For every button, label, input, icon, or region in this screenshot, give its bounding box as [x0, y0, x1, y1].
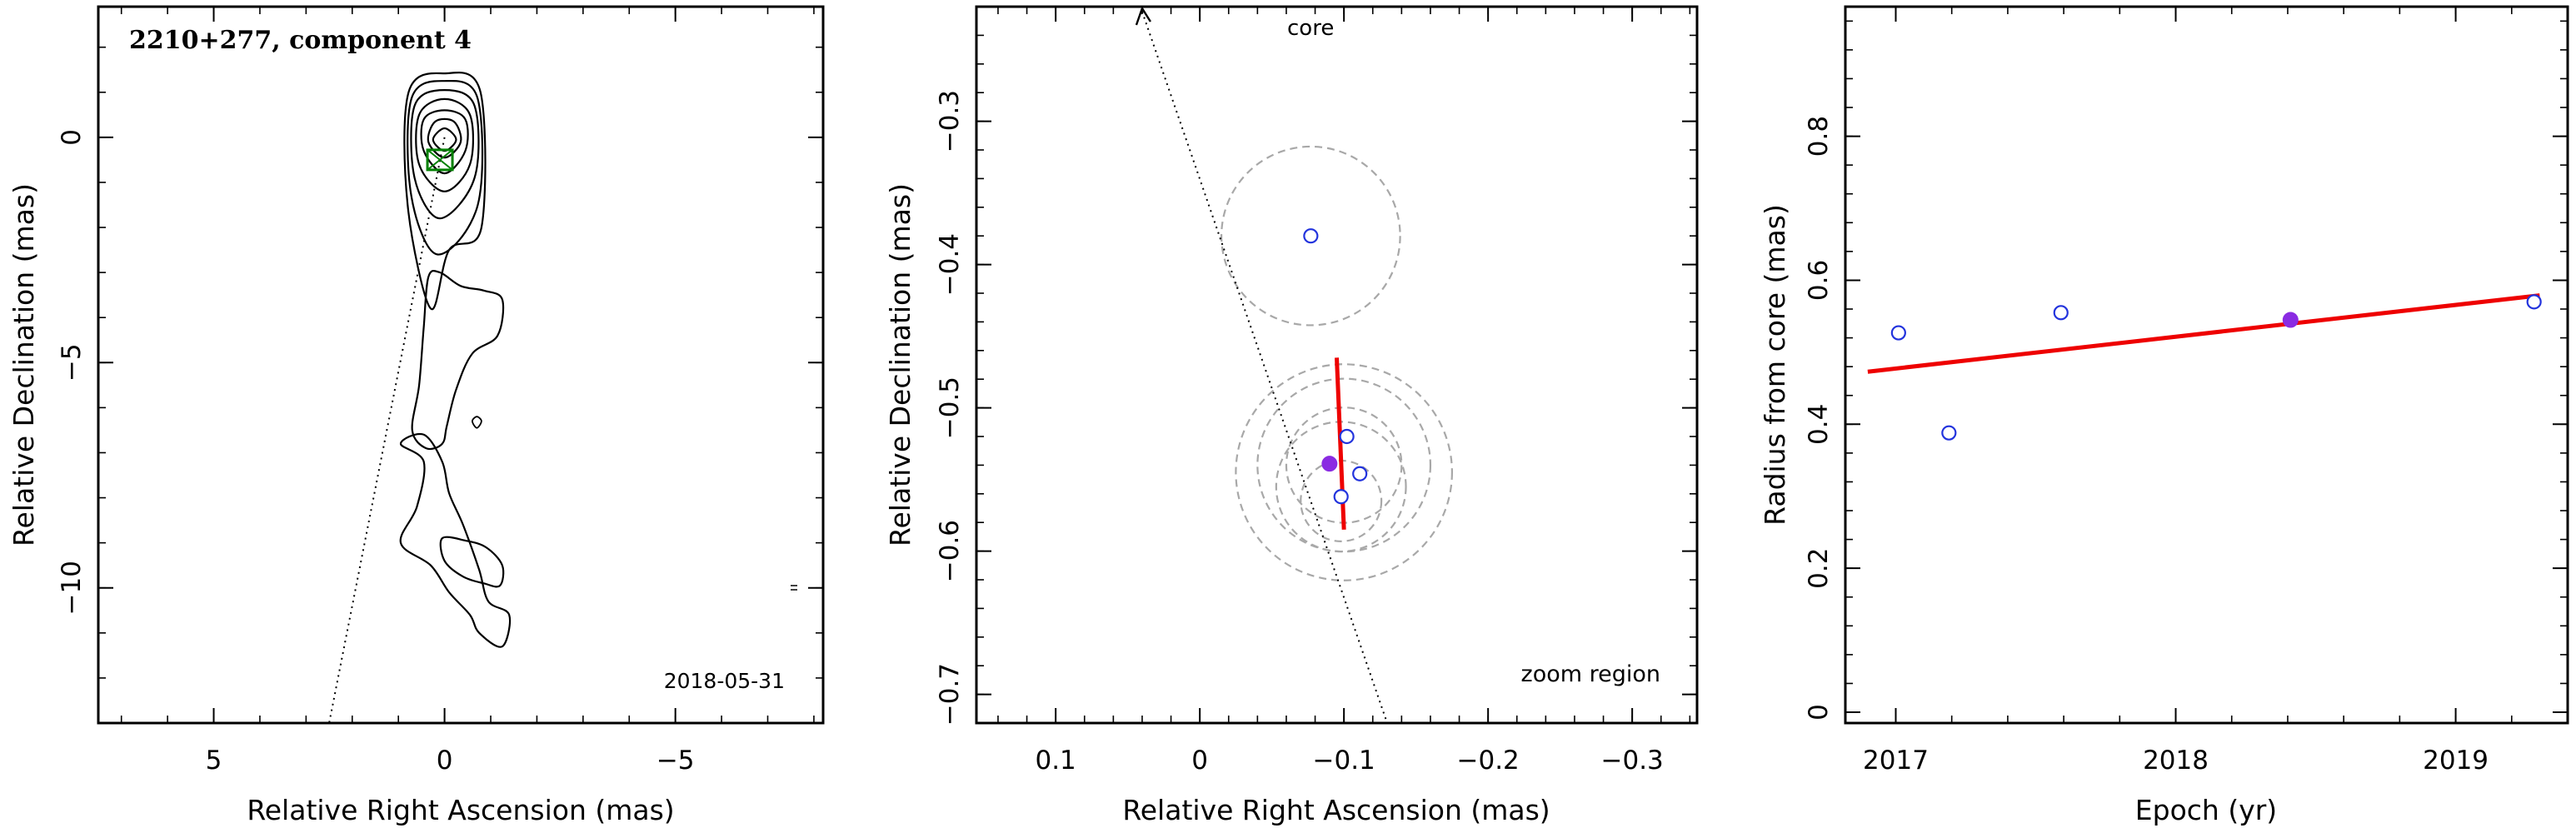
y-tick-label: 0: [57, 129, 87, 146]
radius-point: [1890, 325, 1906, 341]
y-tick-label: −0.6: [935, 520, 965, 582]
x-tick-label: 2018: [2143, 746, 2209, 776]
fit-line: [1867, 293, 2540, 374]
x-tick-label: −0.2: [1457, 746, 1520, 776]
panel1-y-axis-label: Relative Declination (mas): [7, 183, 40, 546]
y-tick-label: 0.2: [1804, 548, 1834, 589]
current-epoch-point: [2282, 312, 2299, 328]
y-tick-label: −0.7: [935, 663, 965, 726]
observation-date: 2018-05-31: [664, 669, 785, 693]
panel1-frame: [97, 5, 825, 725]
panel-zoom-region: 0.1 0 −0.1 −0.2 −0.3 −0.3 −0.4 −0.5 −0.6 −0.7 cor…: [884, 5, 1699, 826]
map-title: 2210+277, component 4: [129, 26, 472, 55]
x-tick-label: −0.3: [1601, 746, 1664, 776]
current-epoch-point: [1321, 456, 1338, 472]
x-tick-label: 0.1: [1035, 746, 1076, 776]
contour-line: [403, 72, 487, 311]
panel-radius-vs-epoch: 2017 2018 2019 0 0.2 0.4 0.6 0.8 Epoch (yr) Rad…: [1759, 5, 2569, 826]
panel2-x-axis-label: Relative Right Ascension (mas): [1122, 794, 1550, 826]
position-point: [1333, 489, 1349, 505]
contour-line: [407, 80, 484, 256]
position-point: [1303, 228, 1319, 244]
x-tick-label: 0: [437, 746, 453, 776]
component-marker-box: [426, 148, 454, 172]
panel1-x-axis-label: Relative Right Ascension (mas): [247, 794, 674, 826]
y-tick-label: 0: [1804, 704, 1834, 721]
core-label: core: [1287, 16, 1334, 41]
contour-line: [427, 117, 462, 159]
panel2-y-axis-label: Relative Declination (mas): [884, 183, 916, 546]
jet-axis-line: [328, 137, 446, 724]
y-tick-label: −10: [57, 561, 87, 615]
panel3-x-axis-label: Epoch (yr): [2135, 794, 2277, 826]
position-point: [1352, 466, 1368, 481]
y-tick-label: 0.8: [1804, 116, 1834, 157]
panel-contour-map: 5 0 −5 0 −5 −10 2210+277, component 4 2018-05…: [7, 5, 825, 826]
error-circle: [1256, 377, 1432, 553]
contour-line: [420, 109, 469, 175]
x-tick-label: 2019: [2423, 746, 2489, 776]
x-tick-label: 0: [1191, 746, 1208, 776]
y-tick-label: 0.4: [1804, 404, 1834, 445]
zoom-region-label: zoom region: [1521, 661, 1660, 687]
radius-point: [2053, 305, 2069, 321]
panel2-tick-marks: 0.1 0 −0.1 −0.2 −0.3 −0.3 −0.4 −0.5 −0.6 −0.7: [935, 6, 1697, 776]
core-direction-line: [1141, 11, 1388, 724]
contour-line: [432, 127, 457, 152]
x-tick-label: −5: [656, 746, 695, 776]
contour-line: [471, 416, 482, 429]
panel2-frame: [975, 5, 1699, 725]
y-tick-label: 0.6: [1804, 260, 1834, 301]
x-tick-label: 2017: [1863, 746, 1929, 776]
contour-line: [439, 536, 505, 588]
panel3-frame: [1844, 5, 2569, 725]
contour-line: [399, 432, 512, 648]
x-tick-label: 5: [206, 746, 222, 776]
contour-line: [411, 269, 505, 451]
contour-line: [415, 97, 475, 192]
contour-line: [410, 88, 480, 220]
panel3-tick-marks: 2017 2018 2019 0 0.2 0.4 0.6 0.8: [1804, 7, 2569, 776]
error-circle: [1235, 363, 1454, 581]
radius-plot-area: [1867, 293, 2542, 441]
radius-point: [1941, 425, 1957, 441]
y-tick-label: −0.3: [935, 90, 965, 152]
y-tick-label: −0.5: [935, 377, 965, 439]
y-tick-label: −5: [57, 343, 87, 382]
contour-plot-area: [328, 72, 512, 724]
radius-point: [2526, 294, 2542, 310]
component-marker-cross: [427, 149, 453, 171]
y-tick-label: −0.4: [935, 233, 965, 296]
core-arrow-head: [1135, 7, 1151, 26]
panel3-y-axis-label: Radius from core (mas): [1759, 204, 1791, 526]
zoom-plot-area: [1135, 7, 1454, 724]
x-tick-label: −0.1: [1313, 746, 1375, 776]
error-circle: [1220, 145, 1401, 327]
panel1-tick-marks: 5 0 −5 0 −5 −10: [57, 7, 823, 776]
position-point: [1339, 428, 1355, 445]
